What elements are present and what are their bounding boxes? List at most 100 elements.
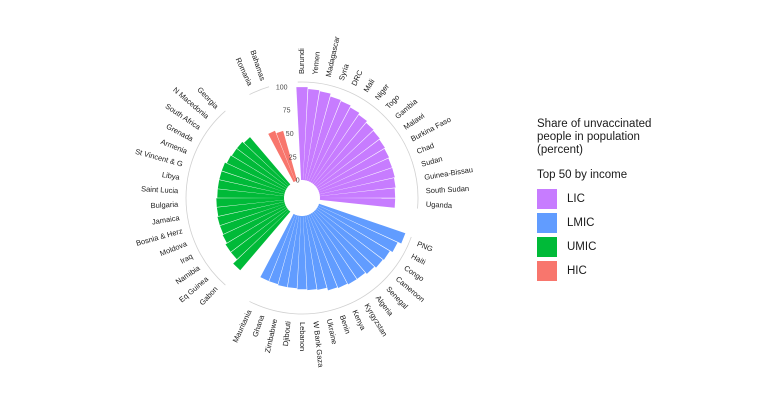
- bars-layer: [216, 87, 406, 291]
- bar-georgia: [244, 137, 291, 186]
- bar-namibia: [225, 207, 288, 252]
- ticks-layer: 0 25 50 75 100: [276, 84, 300, 184]
- bar-cameroon: [315, 208, 383, 268]
- bar-eq-guinea: [230, 208, 289, 260]
- bar-djibouti: [287, 215, 301, 289]
- group-arc-hic: [249, 86, 270, 95]
- bar-grenada: [226, 155, 287, 191]
- bar-sudan: [319, 167, 395, 195]
- tick-label-100: 100: [276, 84, 288, 91]
- legend-label-lic: LIC: [567, 193, 585, 205]
- bar-moldova: [220, 203, 286, 235]
- category-label-mali: Mali: [362, 77, 377, 94]
- bar-ghana: [269, 214, 298, 285]
- bar-burundi: [296, 87, 308, 181]
- category-label-haiti: Haiti: [410, 252, 428, 267]
- bar-senegal: [313, 210, 375, 274]
- bar-mali: [310, 107, 360, 184]
- bar-n-macedonia: [236, 141, 289, 188]
- legend-item-lmic: LMIC: [537, 211, 677, 235]
- bar-libya: [217, 180, 285, 196]
- category-label-jamaica: Jamaica: [151, 213, 181, 227]
- tick-label-0: 0: [296, 178, 300, 185]
- bar-algeria: [312, 211, 366, 279]
- bar-yemen: [303, 88, 320, 181]
- bar-armenia: [221, 162, 286, 193]
- bar-benin: [306, 214, 338, 291]
- category-label-benin: Benin: [338, 314, 353, 335]
- legend-swatch-lic: [537, 189, 557, 209]
- bar-niger: [312, 114, 367, 185]
- bar-iraq: [222, 205, 287, 243]
- bar-togo: [313, 122, 374, 186]
- bar-haiti: [317, 205, 398, 253]
- bar-south-sudan: [319, 188, 396, 198]
- category-label-mauritania: Mauritania: [231, 308, 254, 344]
- category-label-djibouti: Djibouti: [281, 320, 293, 346]
- category-label-bulgaria: Bulgaria: [150, 200, 179, 211]
- legend-item-lic: LIC: [537, 187, 677, 211]
- labels-layer: Burundi Yemen MadagascarSyriaDRCMaliNigerT…: [134, 35, 473, 369]
- category-label-libya: Libya: [161, 170, 181, 182]
- legend-item-hic: HIC: [537, 259, 677, 283]
- legend: Share of unvaccinated people in populati…: [537, 118, 677, 283]
- category-label-png: PNG: [416, 239, 435, 253]
- bar-uganda: [319, 198, 396, 208]
- bar-bulgaria: [216, 198, 285, 207]
- category-label-guinea-bissau: Guinea-Bissau: [424, 165, 474, 182]
- legend-label-hic: HIC: [567, 265, 587, 277]
- bar-mauritania: [260, 213, 296, 281]
- legend-title: Share of unvaccinated people in populati…: [537, 118, 652, 156]
- bar-chad: [318, 158, 393, 193]
- legend-swatch-lmic: [537, 213, 557, 233]
- legend-label-lmic: LMIC: [567, 217, 595, 229]
- category-label-yemen: Yemen: [310, 51, 321, 75]
- group-arc-lic: [297, 81, 419, 209]
- tick-label-75: 75: [283, 108, 291, 115]
- category-label-uganda: Uganda: [426, 200, 454, 210]
- category-label-drc: DRC: [350, 68, 365, 87]
- tick-label-25: 25: [289, 154, 297, 161]
- bar-zimbabwe: [278, 215, 300, 288]
- grid-layer: [185, 81, 419, 315]
- legend-swatch-hic: [537, 261, 557, 281]
- legend-subtitle: Top 50 by income: [537, 169, 628, 181]
- bar-burkina-faso: [317, 148, 390, 191]
- bar-kyrgyzstan: [310, 212, 357, 285]
- group-arc-umic: [185, 110, 226, 286]
- bar-drc: [308, 101, 351, 183]
- category-label-ghana: Ghana: [250, 313, 266, 338]
- bar-gambia: [315, 130, 380, 188]
- category-label-sudan: Sudan: [420, 154, 443, 168]
- bar-south-africa: [231, 148, 288, 189]
- legend-swatch-umic: [537, 237, 557, 257]
- bar-st-vincent-g: [219, 171, 285, 195]
- bar-congo: [316, 207, 390, 260]
- bar-png: [318, 203, 406, 244]
- category-label-south-sudan: South Sudan: [426, 184, 470, 195]
- legend-label-umic: UMIC: [567, 241, 597, 253]
- category-label-syria: Syria: [337, 62, 351, 82]
- group-arc-lmic: [249, 236, 412, 315]
- bar-ukraine: [304, 215, 327, 290]
- category-label-ukraine: Ukraine: [325, 318, 339, 345]
- category-label-kenya: Kenya: [350, 308, 367, 332]
- bar-jamaica: [216, 200, 285, 217]
- bar-w-bank-gaza: [303, 215, 317, 291]
- bar-malawi: [316, 139, 385, 189]
- category-label-saint-lucia: Saint Lucia: [141, 184, 179, 195]
- bar-romania: [268, 130, 296, 183]
- tick-label-50: 50: [286, 131, 294, 138]
- category-label-burundi: Burundi: [297, 48, 306, 74]
- bar-bahamas: [276, 130, 298, 182]
- bar-guinea-bissau: [319, 178, 396, 196]
- bar-kenya: [308, 213, 348, 288]
- category-label-lebanon: Lebanon: [298, 322, 307, 351]
- bar-gabon: [233, 210, 291, 271]
- bar-saint-lucia: [217, 189, 285, 198]
- bar-syria: [306, 96, 341, 182]
- bar-madagascar: [304, 91, 331, 181]
- category-label-zimbabwe: Zimbabwe: [263, 318, 279, 354]
- category-label-iraq: Iraq: [179, 252, 195, 266]
